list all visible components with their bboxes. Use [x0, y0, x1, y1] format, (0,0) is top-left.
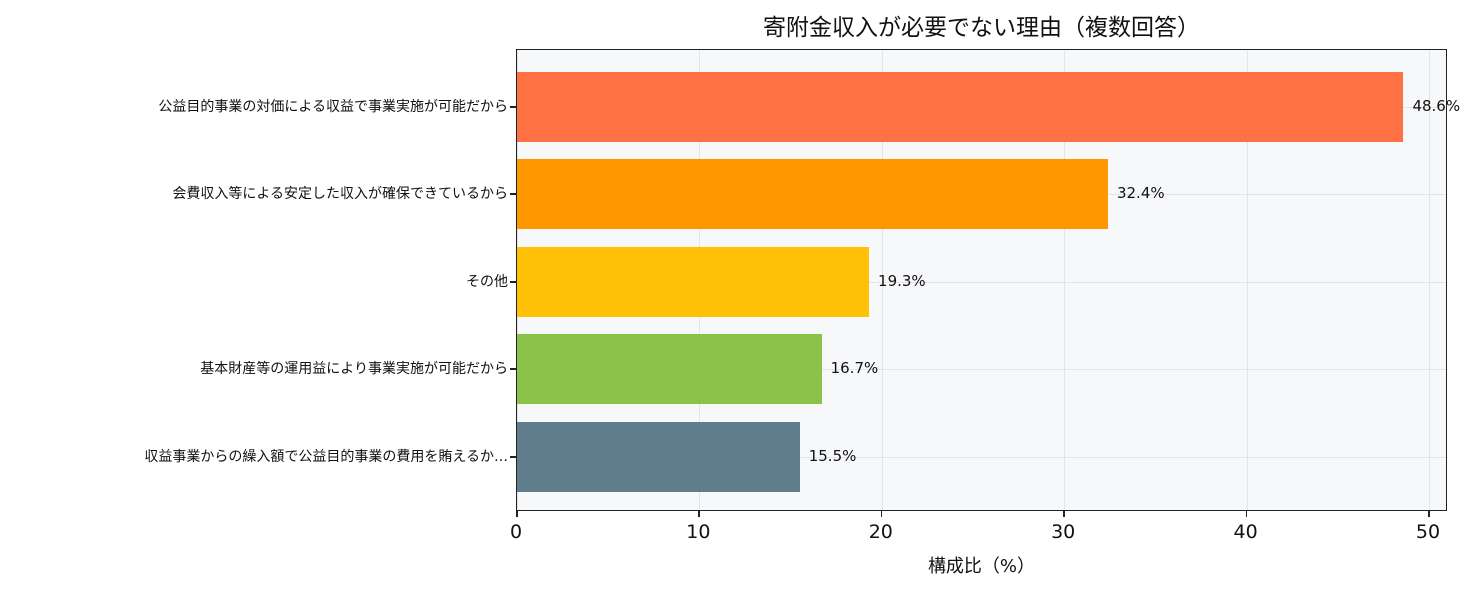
bar — [517, 334, 822, 404]
y-category-label: 公益目的事業の対価による収益で事業実施が可能だから — [158, 99, 508, 115]
gridline-x — [1246, 50, 1248, 510]
x-tick — [1245, 511, 1248, 517]
bar-value-label: 19.3% — [878, 272, 926, 290]
gridline-x — [881, 50, 883, 510]
chart-title: 寄附金収入が必要でない理由（複数回答） — [763, 15, 1200, 41]
y-category-label: 基本財産等の運用益により事業実施が可能だから — [200, 361, 508, 377]
gridline-y — [517, 282, 1446, 283]
y-tick — [510, 281, 516, 283]
gridline-y — [517, 369, 1446, 370]
bar — [517, 72, 1404, 142]
bar-value-label: 48.6% — [1412, 97, 1461, 115]
x-tick-label: 50 — [1415, 521, 1441, 543]
gridline-x — [1064, 50, 1066, 510]
x-axis-title: 構成比（%） — [927, 556, 1036, 577]
bar-value-label: 32.4% — [1116, 184, 1165, 202]
x-tick — [698, 511, 700, 517]
x-tick-label: 10 — [686, 521, 711, 543]
x-tick — [880, 511, 883, 517]
y-category-label: 会費収入等による安定した収入が確保できているから — [172, 186, 508, 202]
x-tick-label: 20 — [868, 521, 893, 543]
x-tick — [1063, 511, 1065, 517]
bar-value-label: 16.7% — [830, 359, 879, 377]
x-tick-label: 30 — [1051, 521, 1076, 543]
gridline-x — [1429, 50, 1430, 510]
bar — [517, 247, 870, 317]
y-tick — [510, 193, 516, 195]
y-tick — [510, 368, 516, 370]
y-tick — [510, 106, 516, 108]
gridline-y — [517, 457, 1446, 458]
y-category-label: その他 — [466, 274, 508, 290]
x-tick — [1428, 511, 1430, 517]
bar-value-label: 15.5% — [808, 447, 857, 465]
y-tick — [510, 456, 516, 458]
x-tick-label: 0 — [509, 521, 523, 543]
x-tick — [516, 511, 518, 517]
bar — [517, 422, 800, 492]
plot-area — [516, 49, 1447, 511]
bar — [517, 159, 1108, 229]
y-category-label: 収益事業からの繰入額で公益目的事業の費用を賄えるか… — [144, 449, 508, 465]
x-tick-label: 40 — [1233, 521, 1258, 543]
